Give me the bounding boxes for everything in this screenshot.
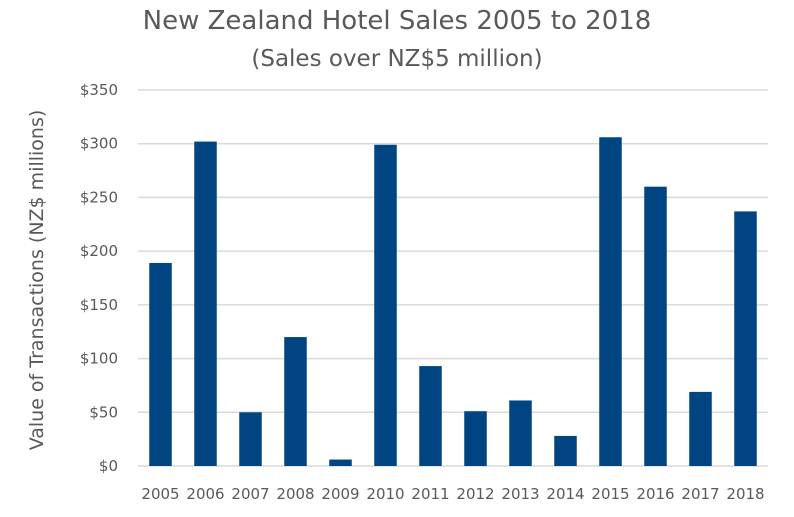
bar-2013	[509, 400, 532, 466]
y-tick-label: $200	[80, 242, 118, 260]
x-tick-label: 2016	[636, 485, 674, 503]
bar-2014	[554, 435, 577, 466]
bar-2005	[149, 262, 172, 466]
x-tick-label: 2005	[141, 485, 179, 503]
bar-2015	[599, 137, 622, 467]
y-tick-label: $300	[80, 135, 118, 153]
bar-2010	[374, 144, 397, 466]
x-tick-label: 2008	[276, 485, 314, 503]
bar-2009	[329, 459, 352, 466]
bar-2012	[464, 411, 487, 466]
bar-2018	[734, 211, 757, 466]
y-tick-label: $250	[80, 188, 118, 206]
chart-title: New Zealand Hotel Sales 2005 to 2018	[142, 6, 652, 36]
x-tick-label: 2013	[501, 485, 539, 503]
chart-subtitle: (Sales over NZ$5 million)	[251, 46, 543, 72]
x-tick-label: 2014	[546, 485, 584, 503]
bar-2016	[644, 186, 667, 466]
bar-2008	[284, 337, 307, 466]
y-tick-label: $350	[80, 81, 118, 99]
bar-2006	[194, 141, 217, 466]
x-tick-label: 2010	[366, 485, 404, 503]
y-tick-label: $150	[80, 296, 118, 314]
x-tick-label: 2012	[456, 485, 494, 503]
x-tick-label: 2011	[411, 485, 449, 503]
y-tick-label: $0	[99, 457, 118, 475]
x-tick-label: 2015	[591, 485, 629, 503]
x-tick-label: 2007	[231, 485, 269, 503]
y-tick-label: $50	[89, 403, 118, 421]
bar-2011	[419, 366, 442, 466]
x-tick-label: 2006	[186, 485, 224, 503]
bar-2017	[689, 391, 712, 466]
x-tick-label: 2009	[321, 485, 359, 503]
x-tick-label: 2018	[726, 485, 764, 503]
x-tick-label: 2017	[681, 485, 719, 503]
bar-2007	[239, 412, 262, 466]
y-tick-label: $100	[80, 350, 118, 368]
